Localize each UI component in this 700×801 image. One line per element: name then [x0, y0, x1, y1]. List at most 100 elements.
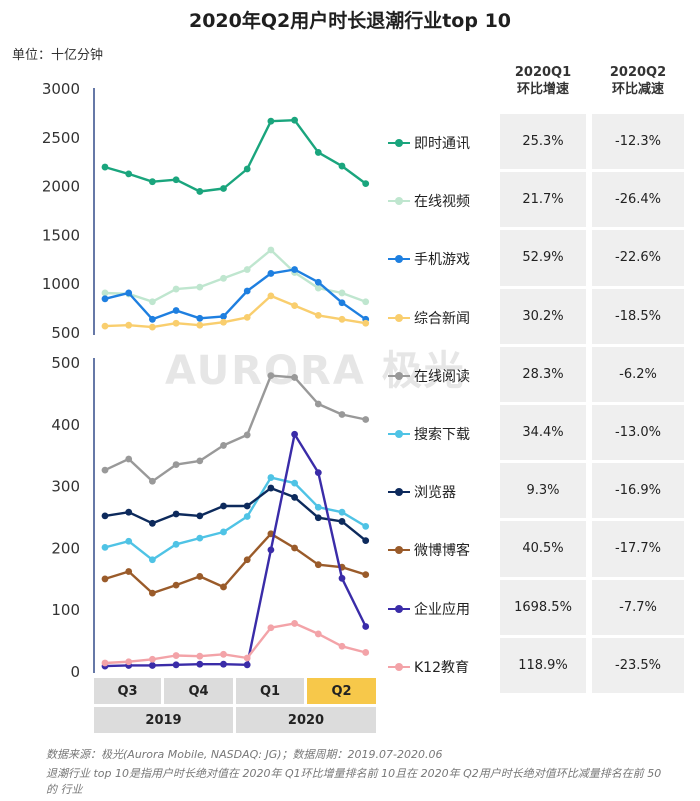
data-point: [196, 660, 204, 668]
data-point: [291, 430, 298, 438]
legend-item: 在线阅读: [388, 366, 496, 386]
year-label-2020: 2020: [236, 707, 376, 733]
legend-item: K12教育: [388, 657, 496, 677]
table-cell-q2-decline: -12.3%: [592, 114, 684, 170]
data-point: [196, 534, 204, 542]
data-point: [149, 323, 156, 331]
data-point: [338, 162, 346, 170]
series-line: [104, 622, 367, 665]
data-point: [267, 474, 275, 481]
data-point: [196, 321, 204, 329]
data-point: [220, 185, 227, 192]
table-cell-q1-growth: 40.5%: [500, 521, 586, 577]
data-point: [314, 469, 322, 477]
data-point: [291, 479, 298, 487]
table-cell-q2-decline: -23.5%: [592, 637, 684, 693]
quarter-label-q2: Q2: [307, 678, 376, 704]
data-point: [291, 620, 298, 627]
data-point: [243, 502, 251, 510]
data-point: [101, 575, 109, 583]
data-point: [101, 322, 109, 330]
data-point: [362, 649, 370, 656]
data-point: [267, 624, 275, 632]
series-line: [104, 268, 367, 321]
series-line: [104, 118, 367, 193]
legend-marker-icon: [388, 370, 410, 382]
data-point: [196, 573, 204, 580]
data-point: [362, 416, 370, 423]
table-cell-q2-decline: -26.4%: [592, 172, 684, 228]
table-cell-q1-growth: 21.7%: [500, 172, 586, 228]
data-point: [243, 313, 251, 321]
data-point: [291, 374, 298, 381]
legend-item: 微博博客: [388, 540, 496, 560]
table-header-q1-growth: 2020Q1 环比增速: [514, 65, 572, 97]
legend-label: 在线视频: [414, 194, 470, 211]
data-point: [314, 561, 322, 569]
data-point: [196, 652, 204, 660]
series-line: [104, 248, 367, 303]
data-point: [125, 170, 133, 178]
legend-marker-icon: [388, 137, 410, 149]
legend-label: 搜索下载: [414, 427, 470, 443]
data-point: [267, 117, 275, 125]
data-point: [243, 556, 251, 564]
y-tick-label: 200: [51, 539, 80, 557]
data-point: [338, 411, 346, 418]
data-point: [196, 283, 204, 291]
data-point: [172, 581, 180, 589]
y-tick-label: 2500: [42, 129, 80, 147]
data-point: [125, 537, 133, 545]
y-tick-label: 2000: [42, 178, 80, 196]
data-point: [196, 457, 204, 465]
data-point: [149, 178, 156, 186]
watermark: AURORA 极光: [165, 348, 466, 394]
data-source: 数据来源：极光(Aurora Mobile, NASDAQ: JG)；数据周期：…: [46, 748, 443, 761]
data-point: [314, 514, 322, 522]
data-point: [125, 658, 133, 666]
legend-item: 即时通讯: [388, 133, 496, 153]
data-point: [314, 503, 322, 511]
data-point: [338, 642, 346, 650]
table-cell-q1-growth: 9.3%: [500, 463, 586, 519]
data-point: [243, 266, 251, 273]
y-tick-label: 1000: [42, 275, 80, 293]
y-tick-label: 500: [51, 354, 80, 372]
data-point: [314, 284, 322, 292]
data-point: [243, 654, 251, 662]
data-point: [338, 508, 346, 516]
unit-label: 单位：十亿分钟: [12, 48, 104, 63]
data-point: [125, 321, 133, 329]
table-cell-q2-decline: -16.9%: [592, 463, 684, 519]
data-point: [338, 299, 346, 307]
data-point: [338, 518, 346, 525]
data-point: [172, 510, 180, 518]
data-point: [267, 292, 275, 300]
data-point: [267, 546, 275, 554]
data-point: [101, 295, 109, 303]
legend-item: 企业应用: [388, 599, 496, 619]
data-point: [291, 266, 298, 273]
data-point: [101, 289, 109, 297]
legend-marker-icon: [388, 544, 410, 556]
data-point: [243, 165, 251, 173]
data-point: [243, 513, 251, 520]
legend-marker-icon: [388, 428, 410, 440]
data-point: [220, 528, 227, 536]
legend-label: 综合新闻: [414, 310, 470, 327]
data-point: [101, 544, 109, 551]
legend-label: 手机游戏: [414, 252, 470, 269]
data-point: [149, 662, 156, 669]
quarter-label-q1: Q1: [236, 678, 304, 704]
data-point: [362, 319, 370, 327]
data-point: [314, 278, 322, 286]
data-point: [362, 537, 370, 545]
data-point: [149, 556, 156, 564]
data-point: [291, 493, 298, 501]
data-point: [149, 298, 156, 306]
data-point: [149, 655, 156, 663]
data-point: [362, 522, 370, 530]
legend-label: 即时通讯: [414, 136, 470, 152]
chart-title: 2020年Q2用户时长退潮行业top 10: [188, 10, 512, 32]
table-cell-q1-growth: 118.9%: [500, 637, 586, 693]
